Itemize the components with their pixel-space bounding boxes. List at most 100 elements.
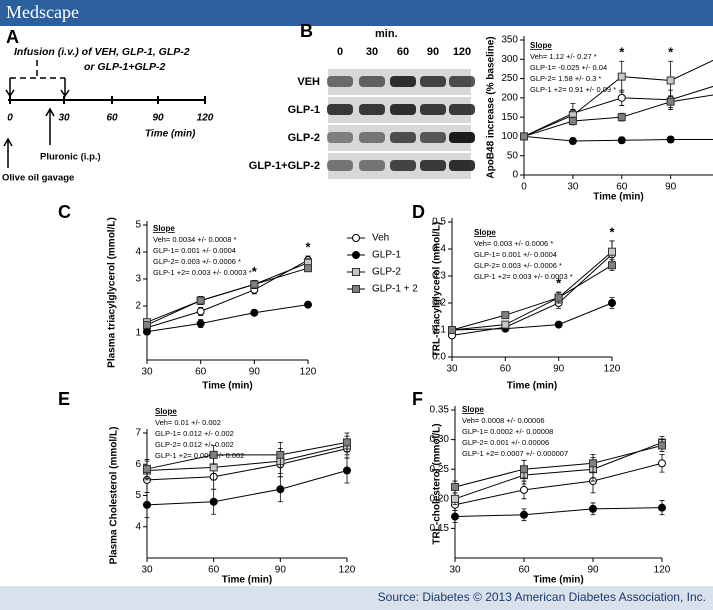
marker (304, 300, 312, 309)
slope-line: GLP-2= 0.001 +/- 0.00006 (462, 438, 549, 447)
slope-line: GLP-1 +2= 0.003 +/- 0.0003 * (474, 272, 573, 281)
timeline (8, 96, 206, 104)
y-tick-label: 0.25 (430, 464, 450, 475)
marker (666, 97, 675, 106)
marker (568, 117, 577, 125)
y-tick-label: 2 (135, 301, 141, 312)
marker (666, 135, 675, 144)
y-tick-label: 300 (501, 54, 518, 65)
legend-label: GLP-1 + 2 (372, 284, 418, 295)
x-axis-label: Time (min) (202, 381, 252, 392)
lane-label: 60 (397, 46, 409, 58)
slope-title: Slope (153, 224, 175, 233)
blot-band (390, 104, 416, 115)
marker (520, 132, 528, 141)
slope-title: Slope (462, 405, 484, 414)
x-tick-label: 60 (518, 565, 530, 576)
marker (554, 320, 563, 329)
slope-line: GLP-2= 1.58 +/- 0.3 * (530, 74, 601, 83)
x-tick-label: 30 (141, 565, 153, 576)
marker (658, 459, 666, 468)
chart: 4 5 6 7 30 60 90 120 Time (min) Plasma Cholestero… (58, 389, 356, 586)
marker (209, 450, 218, 459)
blot-band (390, 76, 416, 87)
marker (343, 466, 351, 475)
marker (608, 261, 616, 270)
marker (196, 296, 205, 305)
x-tick-label: 120 (300, 367, 317, 378)
slope-line: GLP-1 +2= 0.009 +/- 0.002 (155, 451, 244, 460)
series-line (451, 302, 613, 331)
marker (196, 319, 205, 328)
series-line (454, 445, 663, 488)
lane-label: 90 (427, 46, 439, 58)
marker (304, 264, 312, 273)
series-line (146, 441, 348, 470)
lane-label: 0 (337, 46, 343, 58)
marker (143, 464, 151, 473)
y-tick-label: 0.15 (430, 523, 450, 534)
marker (520, 510, 528, 519)
marker (209, 497, 218, 506)
x-tick-label: 120 (604, 364, 621, 375)
row-label: GLP-1 (288, 104, 320, 116)
marker (143, 500, 151, 509)
marker (658, 441, 666, 450)
chart: 0.15 0.20 0.25 0.30 0.35 30 60 90 120 Time (min) T… (412, 389, 671, 586)
marker (250, 308, 259, 317)
slope-line: GLP-1 +2= 0.0007 +/- 0.000007 (462, 449, 568, 458)
y-tick-label: 1 (135, 328, 141, 339)
panel-label: C (58, 202, 71, 222)
y-tick-label: 4 (135, 247, 141, 258)
lane-label: 120 (453, 46, 471, 58)
blot-band (420, 76, 446, 87)
blot-band (359, 104, 385, 115)
significance-mark: * (305, 239, 311, 254)
slope-line: GLP-2= 0.012 +/- 0.002 (155, 440, 234, 449)
slope-line: Veh= 0.003 +/- 0.0006 * (474, 239, 553, 248)
x-axis-label: Time (min) (593, 192, 643, 203)
y-tick-label: 100 (501, 131, 518, 142)
x-tick-label: 60 (208, 565, 220, 576)
infusion-label: Infusion (i.v.) of VEH, GLP-1, GLP-2 (14, 46, 190, 58)
blot-band (327, 76, 353, 87)
slope-line: GLP-1= -0.025 +/- 0.04 (530, 63, 607, 72)
y-tick-label: 0.0 (432, 352, 446, 363)
y-tick-label: 0 (512, 170, 518, 181)
slope-title: Slope (474, 228, 496, 237)
header-bar (0, 0, 713, 26)
y-tick-label: 3 (135, 274, 141, 285)
x-tick-label: 120 (654, 565, 671, 576)
blot-band (390, 160, 416, 171)
blot-band (359, 132, 385, 143)
marker (451, 512, 459, 521)
x-tick-label: 90 (249, 367, 261, 378)
x-tick-label: 90 (665, 182, 677, 193)
x-tick-label: 60 (195, 367, 207, 378)
legend-marker (352, 268, 360, 276)
diagram: A Infusion (i.v.) of VEH, GLP-1, GLP-2 o… (2, 27, 214, 184)
marker (196, 307, 205, 316)
chart: 0 50 100 150 200 250 300 350 0 30 60 90 Time (min) Ap… (486, 35, 713, 203)
marker (143, 320, 151, 329)
y-tick-label: 4 (135, 521, 141, 532)
marker (501, 320, 510, 329)
x-tick-label: 90 (553, 364, 565, 375)
y-tick-label: 350 (501, 35, 518, 46)
pluronic-label: Pluronic (i.p.) (40, 152, 101, 163)
blot-band (420, 132, 446, 143)
x-tick-label: 120 (339, 565, 356, 576)
series-line (146, 259, 309, 329)
y-tick-label: 0.30 (430, 434, 450, 445)
marker (520, 485, 528, 494)
blot-band (420, 160, 446, 171)
y-tick-label: 7 (135, 428, 141, 439)
y-axis-label: TRL-cholesterol (mmol/L) (432, 423, 443, 544)
x-tick-label: 90 (275, 565, 287, 576)
significance-mark: * (609, 224, 615, 239)
chart: 0.0 0.1 0.2 0.3 0.4 0.5 30 60 90 120 Time (min) TRL… (412, 202, 621, 392)
panel-label: F (412, 389, 423, 409)
y-axis-label: TRL-triacylglycerol (mmol/L) (432, 222, 443, 358)
slope-line: GLP-2= 0.003 +/- 0.0006 * (153, 257, 241, 266)
